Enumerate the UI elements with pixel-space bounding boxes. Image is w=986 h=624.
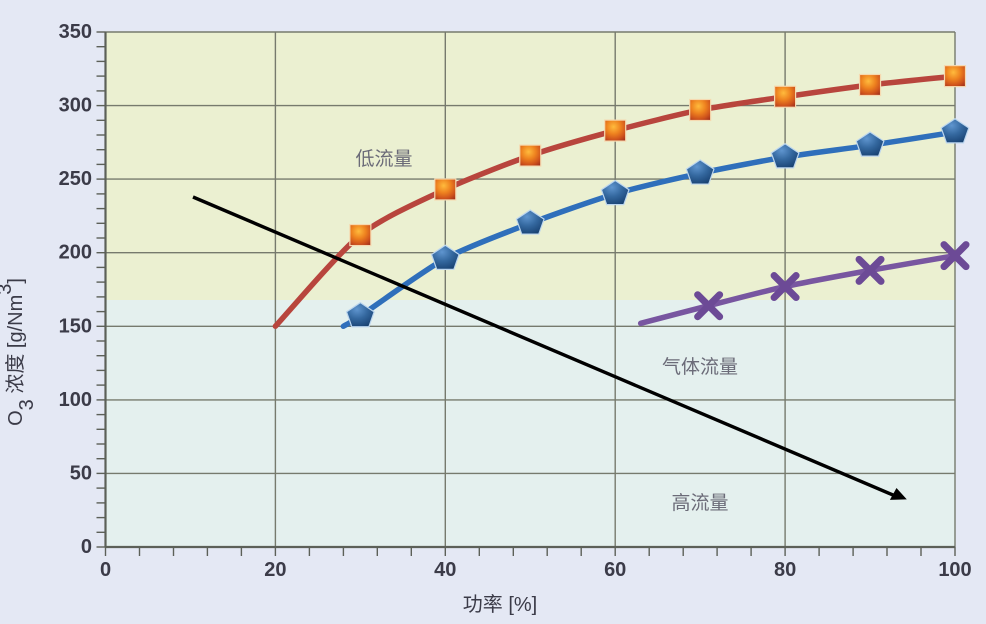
svg-text:0: 0 bbox=[100, 559, 111, 581]
svg-text:0: 0 bbox=[81, 536, 92, 558]
svg-text:气体流量: 气体流量 bbox=[662, 356, 738, 378]
svg-text:350: 350 bbox=[59, 21, 92, 43]
svg-text:高流量: 高流量 bbox=[671, 492, 728, 514]
svg-text:20: 20 bbox=[264, 559, 286, 581]
svg-text:300: 300 bbox=[59, 95, 92, 117]
svg-text:100: 100 bbox=[938, 559, 971, 581]
svg-text:60: 60 bbox=[604, 559, 626, 581]
svg-text:50: 50 bbox=[70, 462, 92, 484]
svg-text:200: 200 bbox=[59, 242, 92, 264]
svg-text:150: 150 bbox=[59, 315, 92, 337]
svg-text:功率 [%]: 功率 [%] bbox=[463, 593, 537, 616]
svg-text:250: 250 bbox=[59, 168, 92, 190]
svg-text:100: 100 bbox=[59, 389, 92, 411]
svg-text:80: 80 bbox=[774, 559, 796, 581]
svg-text:低流量: 低流量 bbox=[355, 148, 412, 170]
svg-text:40: 40 bbox=[434, 559, 456, 581]
